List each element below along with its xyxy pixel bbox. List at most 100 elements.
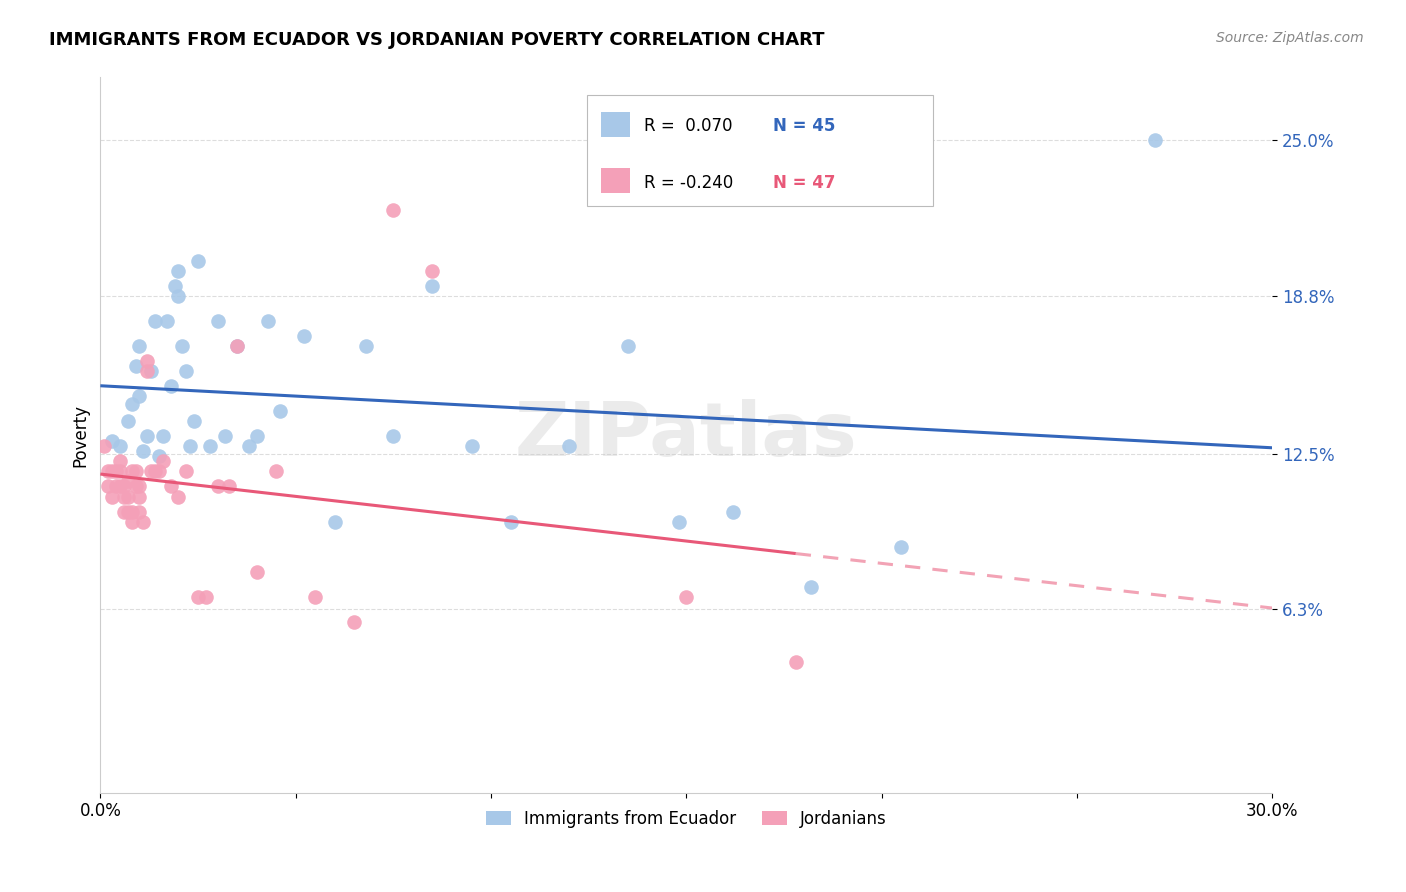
Point <box>226 339 249 353</box>
Point <box>159 379 181 393</box>
Text: N = 45: N = 45 <box>773 117 835 135</box>
Point <box>354 339 377 353</box>
Point <box>108 479 131 493</box>
Point <box>499 515 522 529</box>
Point <box>800 580 823 594</box>
Point <box>343 615 366 629</box>
Point <box>139 465 162 479</box>
Point <box>128 479 150 493</box>
Point <box>121 465 143 479</box>
Y-axis label: Poverty: Poverty <box>72 403 89 467</box>
Point <box>112 505 135 519</box>
Point <box>132 515 155 529</box>
Point <box>167 263 190 277</box>
Point <box>101 465 124 479</box>
Point <box>292 329 315 343</box>
Text: N = 47: N = 47 <box>773 174 835 192</box>
Point <box>187 253 209 268</box>
Point <box>207 314 229 328</box>
Point <box>124 479 146 493</box>
Point <box>148 465 170 479</box>
Point <box>167 289 190 303</box>
Point <box>101 490 124 504</box>
Point <box>117 475 139 489</box>
Point <box>207 479 229 493</box>
Point <box>136 429 159 443</box>
Point <box>121 397 143 411</box>
Point <box>264 465 287 479</box>
Point <box>890 540 912 554</box>
Text: Source: ZipAtlas.com: Source: ZipAtlas.com <box>1216 31 1364 45</box>
Point <box>675 590 697 604</box>
Point <box>194 590 217 604</box>
Point <box>128 505 150 519</box>
Point <box>139 364 162 378</box>
Point <box>104 465 127 479</box>
Point <box>616 339 638 353</box>
Point <box>382 429 405 443</box>
Point <box>121 515 143 529</box>
Text: R = -0.240: R = -0.240 <box>644 174 734 192</box>
Bar <box>586 95 932 206</box>
Point <box>269 404 291 418</box>
Point <box>323 515 346 529</box>
Point <box>218 479 240 493</box>
Point <box>226 339 249 353</box>
Point <box>159 479 181 493</box>
Point <box>132 444 155 458</box>
Point <box>93 439 115 453</box>
Text: R =  0.070: R = 0.070 <box>644 117 733 135</box>
Point <box>422 263 444 277</box>
Point <box>156 314 179 328</box>
Text: IMMIGRANTS FROM ECUADOR VS JORDANIAN POVERTY CORRELATION CHART: IMMIGRANTS FROM ECUADOR VS JORDANIAN POV… <box>49 31 825 49</box>
Point <box>183 414 205 428</box>
Point <box>108 454 131 468</box>
Point <box>214 429 236 443</box>
Point <box>304 590 326 604</box>
Point <box>176 364 198 378</box>
Point <box>117 414 139 428</box>
Point <box>422 278 444 293</box>
Point <box>104 479 127 493</box>
Point <box>108 439 131 453</box>
Point <box>117 505 139 519</box>
Point <box>136 364 159 378</box>
Point <box>187 590 209 604</box>
Point <box>176 465 198 479</box>
Point <box>1144 133 1167 147</box>
Point <box>163 278 186 293</box>
Bar <box>600 169 630 194</box>
Point <box>124 465 146 479</box>
Text: ZIPatlas: ZIPatlas <box>515 399 858 472</box>
Point <box>257 314 280 328</box>
Point <box>117 490 139 504</box>
Point <box>124 359 146 373</box>
Legend: Immigrants from Ecuador, Jordanians: Immigrants from Ecuador, Jordanians <box>479 803 893 834</box>
Point <box>128 389 150 403</box>
Point <box>785 655 807 669</box>
Point <box>128 490 150 504</box>
Point <box>152 429 174 443</box>
Point <box>198 439 221 453</box>
Point <box>668 515 690 529</box>
Point <box>112 479 135 493</box>
Point <box>723 505 745 519</box>
Point <box>143 465 166 479</box>
Bar <box>600 112 630 136</box>
Point <box>143 314 166 328</box>
Point <box>108 465 131 479</box>
Point <box>148 450 170 464</box>
Point <box>179 439 201 453</box>
Point <box>460 439 482 453</box>
Point <box>136 354 159 368</box>
Point <box>128 339 150 353</box>
Point <box>97 479 120 493</box>
Point <box>238 439 260 453</box>
Point <box>167 490 190 504</box>
Point <box>558 439 581 453</box>
Point <box>101 434 124 449</box>
Point <box>97 465 120 479</box>
Point <box>152 454 174 468</box>
Point <box>246 429 269 443</box>
Point <box>121 505 143 519</box>
